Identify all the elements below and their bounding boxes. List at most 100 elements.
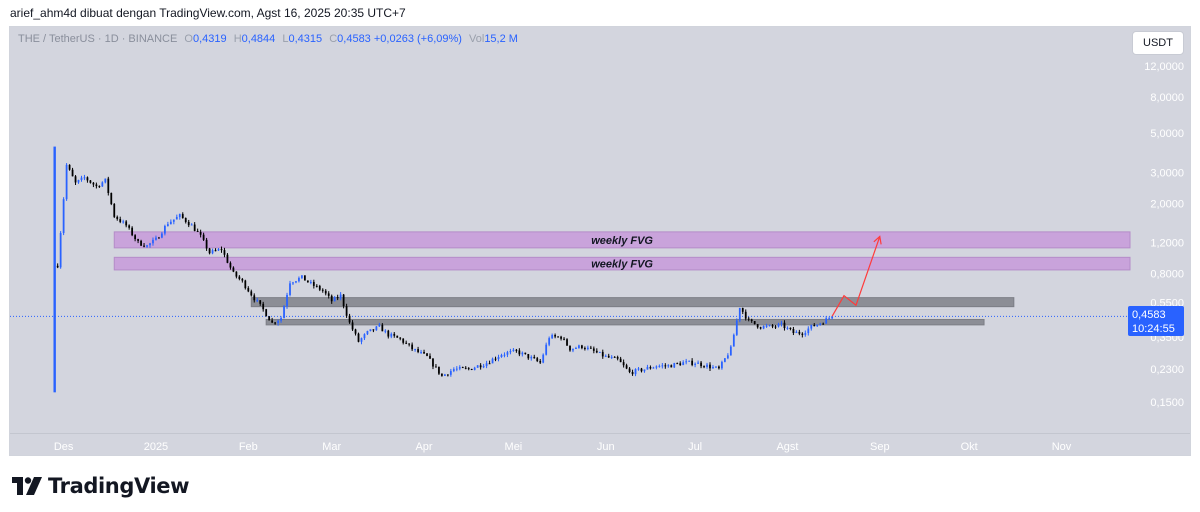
candle-body	[694, 363, 696, 365]
candle-body	[259, 300, 262, 304]
candle-body	[482, 365, 485, 368]
candle-down	[467, 367, 470, 371]
candle-down	[396, 335, 399, 338]
candle-down	[202, 232, 205, 241]
candle-body	[792, 328, 795, 334]
candle-down	[718, 365, 720, 370]
candle-down	[429, 353, 431, 359]
candle-body	[74, 176, 77, 183]
candle-down	[670, 364, 673, 368]
candle-body	[813, 324, 816, 327]
candle-body	[181, 214, 184, 218]
candle-body	[295, 281, 297, 283]
candle-down	[71, 167, 74, 177]
candle-up	[545, 342, 548, 356]
candle-down	[345, 303, 348, 318]
candle-up	[455, 366, 458, 372]
candle-body	[673, 363, 676, 368]
candle-down	[306, 280, 309, 283]
candle-up	[643, 369, 646, 373]
candle-down	[68, 164, 71, 171]
candle-up	[604, 354, 607, 358]
candle-up	[80, 175, 83, 182]
candle-body	[363, 334, 366, 339]
candle-body	[164, 225, 166, 234]
price-chart[interactable]: 12,0000 8,0000 5,0000 3,0000 2,0000 1,2000 0,8…	[10, 27, 1191, 456]
candle-up	[685, 358, 688, 365]
candle-body	[729, 346, 732, 356]
candle-up	[819, 322, 822, 326]
chart-panel[interactable]: 12,0000 8,0000 5,0000 3,0000 2,0000 1,2000 0,8…	[9, 26, 1191, 456]
candle-up	[444, 373, 446, 377]
candle-down	[554, 333, 556, 339]
candle-up	[149, 242, 151, 248]
candle-body	[539, 361, 542, 363]
candle-body	[92, 182, 95, 185]
x-tick-label: Apr	[415, 441, 432, 453]
candle-down	[402, 338, 405, 345]
candle-up	[655, 365, 658, 370]
candle-down	[327, 291, 330, 299]
candle-body	[312, 281, 315, 286]
candle-down	[801, 332, 804, 338]
candle-up	[292, 281, 294, 285]
candle-body	[202, 234, 205, 240]
candle-down	[312, 279, 315, 289]
candle-up	[190, 223, 193, 226]
currency-button[interactable]: USDT	[1132, 31, 1184, 55]
candle-body	[554, 335, 556, 337]
candle-body	[738, 308, 741, 321]
candle-body	[196, 230, 199, 232]
candle-body	[169, 221, 172, 225]
candle-body	[819, 323, 822, 325]
candle-body	[250, 291, 253, 296]
candle-up	[777, 322, 780, 328]
candle-body	[268, 316, 271, 321]
candle-body	[265, 309, 268, 317]
symbol-name[interactable]: THE / TetherUS · 1D · BINANCE	[18, 33, 178, 45]
candle-body	[244, 280, 247, 289]
candle-body	[414, 349, 416, 351]
candle-body	[658, 365, 661, 367]
candle-body	[107, 178, 110, 193]
candle-down	[86, 176, 89, 183]
candle-body	[753, 321, 756, 325]
candle-up	[667, 364, 670, 368]
candle-down	[131, 226, 134, 237]
candle-up	[449, 368, 452, 377]
candle-body	[452, 369, 455, 372]
candle-body	[578, 345, 580, 349]
candle-up	[816, 324, 819, 327]
candle-down	[330, 294, 333, 304]
candle-body	[631, 371, 634, 375]
candle-body	[676, 363, 679, 365]
candle-down	[566, 338, 568, 346]
candle-up	[810, 324, 813, 331]
x-tick-label: Mei	[505, 441, 523, 453]
candle-up	[831, 316, 834, 320]
x-tick-label: 2025	[144, 441, 168, 453]
candle-down	[372, 329, 375, 333]
candle-body	[566, 339, 568, 346]
candle-body	[426, 353, 428, 356]
candle-body	[86, 177, 89, 181]
candle-body	[396, 335, 399, 338]
candle-body	[747, 318, 750, 320]
candle-body	[286, 294, 288, 307]
x-tick-label: Agst	[776, 441, 798, 453]
candle-body	[277, 320, 279, 323]
candle-body	[304, 275, 306, 281]
candle-body	[601, 351, 604, 357]
candle-down	[560, 335, 562, 341]
candle-up	[795, 330, 798, 334]
candle-body	[616, 357, 619, 359]
candle-up	[780, 320, 783, 327]
candle-body	[137, 239, 139, 241]
candle-body	[208, 248, 211, 254]
candle-body	[518, 350, 521, 355]
tradingview-logo[interactable]: TradingView	[12, 474, 189, 498]
candle-up	[578, 344, 580, 349]
candle-body	[110, 192, 113, 205]
candle-body	[77, 180, 80, 183]
candle-body	[342, 294, 345, 307]
